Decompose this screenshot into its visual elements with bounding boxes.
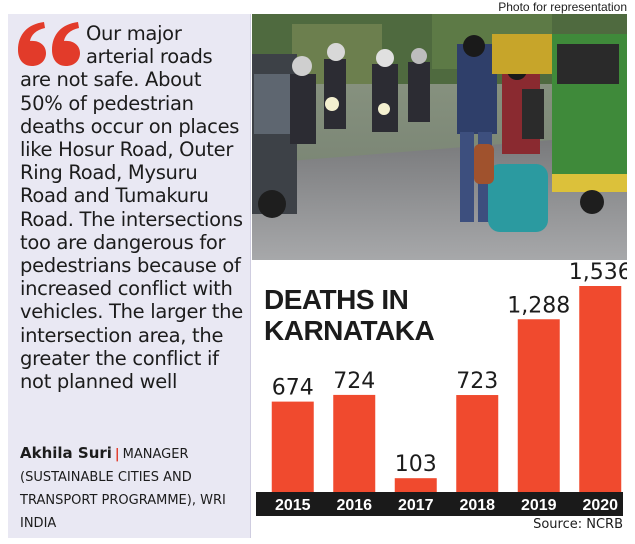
data-label-2019: 1,288 bbox=[507, 293, 570, 318]
bar-2020 bbox=[579, 286, 622, 492]
author-name: Akhila Suri bbox=[20, 444, 112, 462]
quote-panel: Our major arterial roads are not safe. A… bbox=[8, 14, 251, 538]
chart-source: Source: NCRB bbox=[533, 517, 623, 532]
attribution: Akhila Suri | MANAGER (SUSTAINABLE CITIES … bbox=[20, 442, 246, 535]
data-label-2018: 723 bbox=[456, 369, 498, 394]
data-label-2016: 724 bbox=[333, 369, 375, 394]
bar-2018 bbox=[456, 395, 499, 492]
x-axis-band bbox=[256, 492, 623, 516]
x-tick-2020: 2020 bbox=[582, 497, 618, 514]
quote-mark-icon bbox=[18, 22, 80, 66]
x-tick-2017: 2017 bbox=[398, 497, 434, 514]
data-label-2017: 103 bbox=[395, 452, 437, 477]
quote-text: Our major arterial roads are not safe. A… bbox=[20, 22, 243, 394]
x-tick-2016: 2016 bbox=[336, 497, 372, 514]
photo-credit: Photo for representation bbox=[498, 0, 627, 14]
x-tick-2018: 2018 bbox=[459, 497, 495, 514]
x-tick-2015: 2015 bbox=[275, 497, 311, 514]
chart-panel: DEATHS IN KARNATAKA 674 2015 724 2016 103 201… bbox=[252, 262, 627, 538]
bar-chart: 674 2015 724 2016 103 2017 723 2018 1,288 2019 1,5… bbox=[256, 262, 627, 516]
data-label-2020: 1,536 bbox=[569, 262, 627, 285]
bar-2015 bbox=[271, 401, 314, 492]
bar-2017 bbox=[394, 478, 437, 492]
chart-title: DEATHS IN KARNATAKA bbox=[264, 284, 435, 346]
street-photo-illustration bbox=[252, 14, 627, 260]
bar-2016 bbox=[333, 394, 376, 492]
data-label-2015: 674 bbox=[272, 376, 314, 401]
x-tick-2019: 2019 bbox=[521, 497, 557, 514]
street-photo bbox=[252, 14, 627, 260]
bar-2019 bbox=[517, 319, 560, 492]
author-role: MANAGER (SUSTAINABLE CITIES AND TRANSPOR… bbox=[20, 447, 226, 531]
attribution-separator: | bbox=[114, 447, 120, 462]
